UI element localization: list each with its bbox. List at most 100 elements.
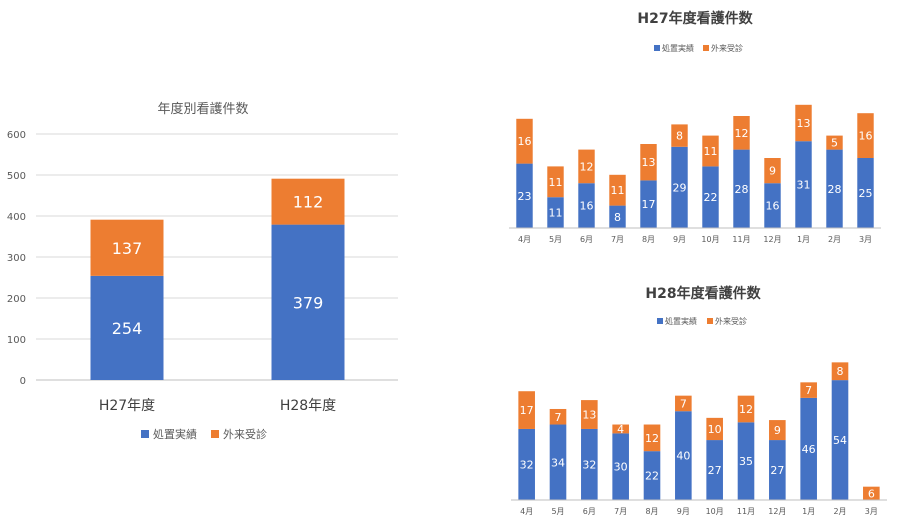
bar-segment [795, 104, 812, 142]
data-label: 13 [582, 409, 596, 422]
bar-segment [706, 440, 723, 500]
legend-label: 外来受診 [711, 43, 743, 53]
bar-segment [831, 362, 849, 381]
data-label: 22 [645, 470, 659, 483]
x-tick-label: 12月 [768, 507, 786, 516]
bar-segment [733, 116, 750, 150]
bar-segment [826, 149, 843, 228]
data-label: 12 [739, 403, 753, 416]
bar-segment [640, 144, 657, 181]
data-label: 11 [704, 145, 718, 158]
bar-segment [549, 424, 567, 500]
data-label: 35 [739, 455, 753, 468]
x-tick-label: 3月 [865, 507, 878, 516]
h27-monthly-chart: H27年度看護件数 処置実績 外来受診 23 16 11 11 16 12 8 11 17 13 2… [509, 10, 881, 244]
data-label: 16 [580, 200, 594, 213]
data-label: 6 [868, 487, 875, 500]
bar-segment [547, 166, 564, 198]
x-tick-label: 4月 [520, 507, 533, 516]
x-tick-label: 6月 [580, 235, 593, 244]
bar-segment [800, 397, 817, 500]
bar-segment [581, 400, 598, 429]
data-label: 12 [735, 127, 749, 140]
bar-segment [643, 451, 661, 500]
legend: 処置実績 外来受診 [654, 43, 743, 53]
data-label: 22 [704, 191, 718, 204]
data-label: 16 [859, 130, 873, 143]
data-label: 8 [676, 130, 683, 143]
data-label: 112 [293, 193, 324, 212]
bar-segment [737, 422, 755, 500]
data-label: 8 [614, 211, 621, 224]
bar-segment [857, 158, 874, 228]
legend-swatch-series1 [654, 45, 660, 51]
x-tick-label: 8月 [645, 507, 658, 516]
data-label: 16 [766, 200, 780, 213]
legend-swatch-series1 [657, 318, 663, 324]
data-label: 32 [520, 458, 534, 471]
bar-segment [578, 183, 595, 228]
data-label: 31 [797, 179, 811, 192]
x-tick-label: 2月 [828, 235, 841, 244]
bar-segment [733, 149, 750, 228]
data-label: 16 [518, 135, 532, 148]
y-tick-label: 100 [7, 335, 26, 346]
y-tick-label: 0 [20, 376, 26, 387]
x-tick-label: 12月 [763, 235, 781, 244]
x-tick-label: 9月 [677, 507, 690, 516]
legend-swatch-series1 [141, 430, 149, 438]
bar-segment [831, 380, 849, 500]
data-label: 7 [680, 397, 687, 410]
bar-segment [800, 382, 817, 398]
x-tick-label: 10月 [701, 235, 719, 244]
x-tick-label: 11月 [737, 507, 755, 516]
data-label: 27 [708, 464, 722, 477]
data-label: 29 [673, 181, 687, 194]
bar-segment [826, 135, 843, 150]
x-tick-label: 4月 [518, 235, 531, 244]
data-label: 4 [617, 423, 624, 436]
x-tick-label: 11月 [732, 235, 750, 244]
data-label: 9 [774, 424, 781, 437]
bar-segment [516, 118, 533, 164]
data-label: 11 [611, 184, 625, 197]
bar-segment [764, 158, 781, 184]
data-label: 379 [293, 293, 324, 312]
y-tick-label: 200 [7, 294, 26, 305]
x-tick-label: 9月 [673, 235, 686, 244]
bar-segment [675, 395, 692, 412]
data-label: 32 [582, 458, 596, 471]
bar-segment [518, 428, 535, 500]
x-tick-label: 7月 [614, 507, 627, 516]
chart-title: 年度別看護件数 [157, 101, 248, 117]
data-label: 12 [580, 160, 594, 173]
bar-segment [549, 408, 567, 425]
legend-swatch-series2 [211, 430, 219, 438]
data-label: 13 [642, 156, 656, 169]
bar-segment [675, 411, 692, 500]
data-label: 13 [797, 117, 811, 130]
legend-label: 処置実績 [665, 316, 697, 326]
bar-segment [671, 124, 688, 147]
x-tick-label: 5月 [551, 507, 564, 516]
x-tick-label: H27年度 [99, 398, 155, 414]
data-label: 9 [769, 165, 776, 178]
bar-segment [795, 141, 812, 228]
data-label: 17 [642, 198, 656, 211]
x-tick-label: 3月 [859, 235, 872, 244]
x-tick-label: 8月 [642, 235, 655, 244]
data-label: 28 [828, 183, 842, 196]
x-tick-label: 6月 [583, 507, 596, 516]
data-label: 54 [833, 434, 847, 447]
bar-segment [671, 146, 688, 228]
x-tick-label: 10月 [706, 507, 724, 516]
bar-segment [764, 183, 781, 228]
data-label: 30 [614, 461, 628, 474]
bar-segment [581, 428, 598, 500]
data-label: 11 [549, 207, 563, 220]
data-label: 11 [549, 176, 563, 189]
data-label: 254 [112, 319, 143, 338]
chart-title: H28年度看護件数 [645, 285, 761, 302]
y-tick-label: 300 [7, 253, 26, 264]
